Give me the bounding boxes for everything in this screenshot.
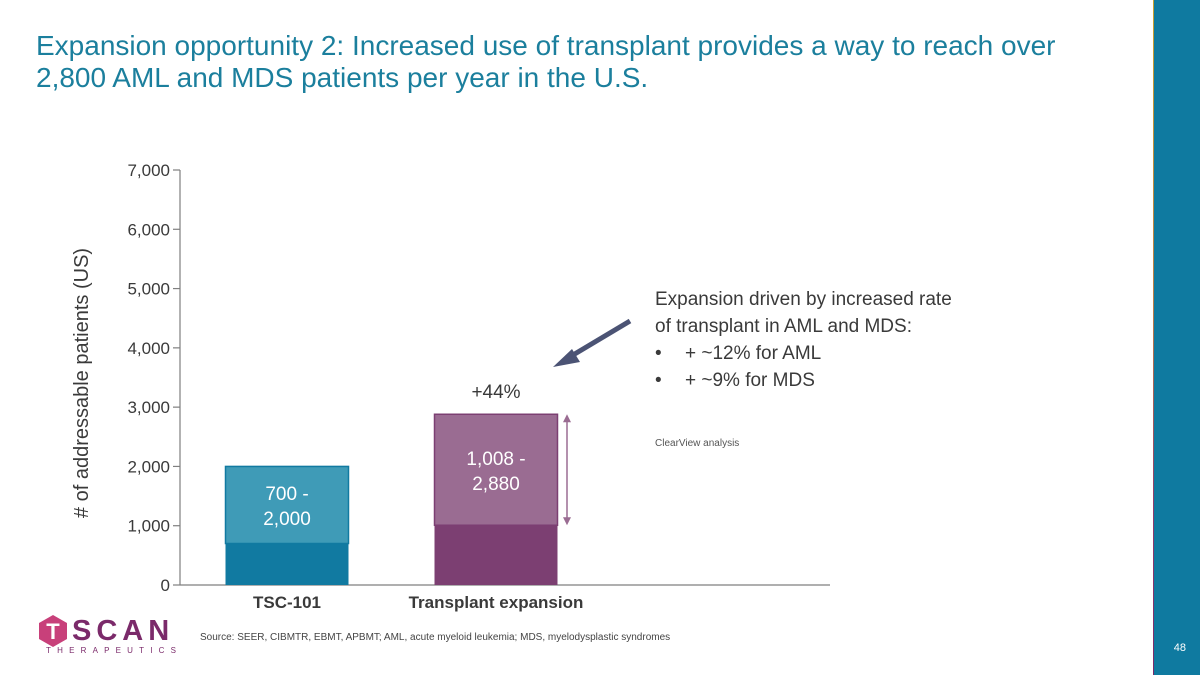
y-tick-label: 7,000 <box>127 161 170 180</box>
bar-value-label: 700 - <box>265 484 308 505</box>
y-tick-label: 2,000 <box>127 457 170 476</box>
x-category-label: TSC-101 <box>253 593 321 612</box>
logo-hexagon-icon: T <box>39 615 67 647</box>
page-number: 48 <box>1173 642 1186 654</box>
source-note: Source: SEER, CIBMTR, EBMT, APBMT; AML, … <box>200 632 671 643</box>
logo-subtitle: THERAPEUTICS <box>46 646 183 655</box>
y-tick-label: 3,000 <box>127 398 170 417</box>
y-tick-label: 5,000 <box>127 280 170 299</box>
range-arrow-head-top <box>563 414 571 423</box>
bar-segment-low <box>434 525 558 585</box>
y-axis-label: # of addressable patients (US) <box>71 248 93 518</box>
bar-value-label: 2,000 <box>263 509 311 530</box>
y-tick-label: 6,000 <box>127 220 170 239</box>
y-tick-label: 0 <box>161 576 170 595</box>
slide-title: Expansion opportunity 2: Increased use o… <box>36 30 1056 93</box>
bar-segment-low <box>225 543 349 585</box>
bar-chart: # of addressable patients (US) 0 1,000 2,0… <box>71 161 830 612</box>
y-tick-label: 1,000 <box>127 517 170 536</box>
growth-annotation: +44% <box>471 382 520 403</box>
right-sidebar <box>1154 0 1200 675</box>
bar-value-label: 1,008 - <box>466 449 525 470</box>
annotation-source: ClearView analysis <box>655 438 740 449</box>
annotation-bullet-mds: + ~9% for MDS <box>655 367 955 394</box>
annotation-box: Expansion driven by increased rate of tr… <box>655 286 955 394</box>
tscan-logo: T SCAN THERAPEUTICS <box>36 614 176 658</box>
logo-mark-letter: T <box>46 619 60 644</box>
range-arrow-head-bottom <box>563 517 571 526</box>
annotation-bullet-aml: + ~12% for AML <box>655 340 955 367</box>
annotation-heading: Expansion driven by increased rate of tr… <box>655 289 952 337</box>
x-category-label: Transplant expansion <box>409 593 584 612</box>
bar-segment-range <box>224 465 350 545</box>
bar-segment-range <box>433 413 559 526</box>
logo-wordmark: SCAN <box>72 615 175 647</box>
annotation-bullets: + ~12% for AML + ~9% for MDS <box>655 340 955 394</box>
callout-arrow <box>553 318 632 367</box>
bar-value-label: 2,880 <box>472 474 520 495</box>
y-tick-label: 4,000 <box>127 339 170 358</box>
